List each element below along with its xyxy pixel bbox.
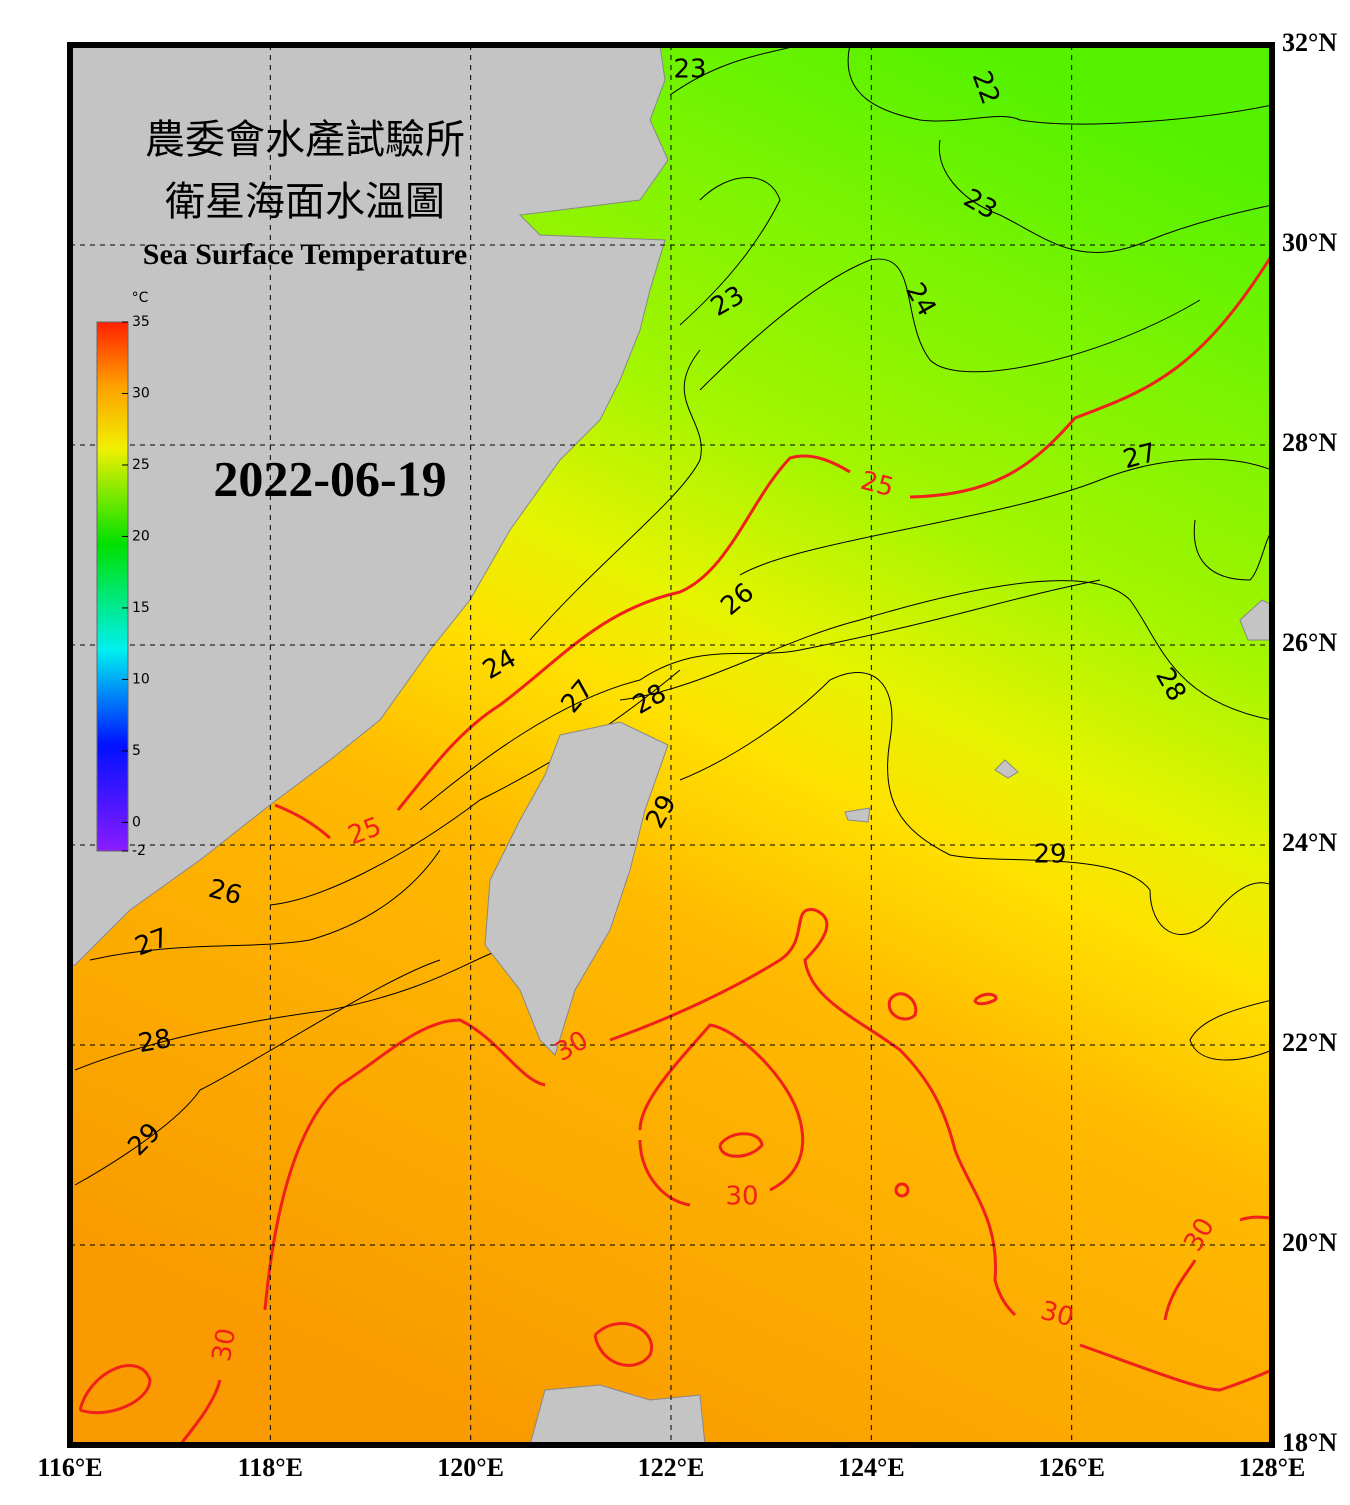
lon-label: 120°E [437,1453,504,1482]
contour-label: 30 [725,1182,758,1212]
lat-label: 28°N [1282,428,1337,457]
contour-label: 29 [1033,840,1066,870]
graticule [70,45,1272,1445]
title-zh: 農委會水產試驗所 [145,117,465,163]
colorbar-label: 10 [132,671,150,687]
highlight-isotherms [78,254,1272,1445]
lat-label: 18°N [1282,1428,1337,1457]
title-zh: 衛星海面水溫圖 [165,179,445,225]
colorbar-label: 25 [132,457,150,473]
colorbar-unit: °C [132,290,149,306]
lat-label: 20°N [1282,1228,1337,1257]
contour-label: 23 [673,55,706,85]
colorbar [96,321,129,852]
colorbar-label: 15 [132,600,150,616]
title-en: Sea Surface Temperature [143,238,467,271]
lon-label: 126°E [1038,1453,1105,1482]
lat-label: 32°N [1282,28,1337,57]
colorbar-label: 0 [132,814,141,830]
lat-label: 24°N [1282,828,1337,857]
lat-label: 22°N [1282,1028,1337,1057]
map-frame [67,42,1275,1448]
colorbar-label: 30 [132,385,150,401]
lon-label: 128°E [1239,1453,1306,1482]
lat-label: 30°N [1282,228,1337,257]
lon-label: 118°E [238,1453,303,1482]
colorbar-label: -2 [132,843,146,859]
lat-label: 26°N [1282,628,1337,657]
isotherms [74,45,1272,1186]
date: 2022-06-19 [213,450,446,506]
colorbar-label: 5 [132,743,141,759]
contour-label: 30 [207,1326,242,1364]
axes: 116°E 118°E 120°E 122°E 124°E 126°E 128°E18°N 2… [37,28,1337,1482]
land [70,45,1272,1445]
lon-label: 122°E [638,1453,705,1482]
colorbar-label: 20 [132,528,150,544]
lon-label: 124°E [838,1453,905,1482]
colorbar-label: 35 [132,314,150,330]
contour-label: 28 [136,1024,174,1059]
lon-label: 116°E [37,1453,102,1482]
